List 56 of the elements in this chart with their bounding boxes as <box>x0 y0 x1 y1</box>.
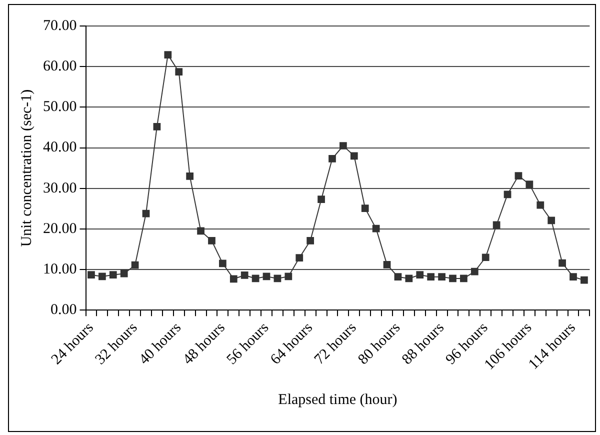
point <box>504 190 512 198</box>
point <box>580 276 588 284</box>
point <box>438 273 446 281</box>
point <box>372 224 380 232</box>
point <box>340 142 347 150</box>
point <box>405 274 413 282</box>
point <box>142 210 150 218</box>
point <box>361 204 369 212</box>
point <box>88 271 95 279</box>
point <box>383 260 391 268</box>
point <box>394 273 402 281</box>
point <box>526 180 534 188</box>
x-axis-title: Elapsed time (hour) <box>278 392 398 408</box>
y-tick-label: 50.00 <box>43 99 77 116</box>
point <box>240 272 248 279</box>
point <box>230 275 238 283</box>
point <box>109 271 117 279</box>
point <box>274 274 282 282</box>
point <box>492 221 500 229</box>
point <box>153 122 161 130</box>
point <box>416 271 424 279</box>
point <box>514 172 522 180</box>
y-tick-label: 70.00 <box>43 18 77 34</box>
point <box>427 273 435 281</box>
point <box>252 274 260 282</box>
y-tick-label: 20.00 <box>43 220 77 237</box>
point <box>449 274 456 282</box>
y-tick-label: 30.00 <box>43 180 77 196</box>
point <box>570 273 577 281</box>
point <box>548 216 556 224</box>
y-tick-label: 60.00 <box>43 58 77 75</box>
point <box>197 227 204 235</box>
point <box>262 272 270 280</box>
point <box>131 261 139 269</box>
point <box>536 201 544 209</box>
point <box>186 172 194 180</box>
y-tick-label: 0.00 <box>50 302 77 318</box>
point <box>470 268 478 276</box>
y-tick-label: 40.00 <box>43 140 77 156</box>
point <box>219 260 226 268</box>
y-tick-label: 10.00 <box>43 261 77 278</box>
point <box>296 254 304 262</box>
point <box>318 196 325 204</box>
point <box>164 51 172 58</box>
point <box>558 259 566 267</box>
point <box>306 237 314 244</box>
point <box>350 152 358 160</box>
point <box>460 274 468 282</box>
point <box>208 237 216 244</box>
point <box>328 155 336 162</box>
point <box>120 270 128 278</box>
point <box>98 272 106 280</box>
point <box>482 254 490 262</box>
point <box>175 68 183 76</box>
y-axis-title: Unit concentration (sec-1) <box>18 89 35 247</box>
point <box>284 272 292 280</box>
